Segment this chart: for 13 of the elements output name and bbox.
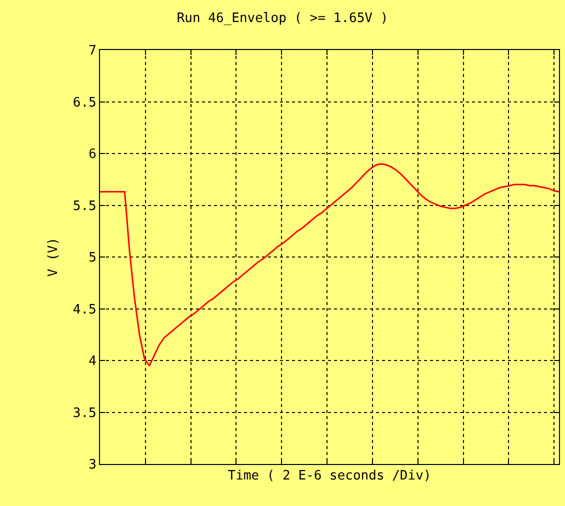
y-tick-label: 4.5: [72, 302, 96, 318]
y-tick-label: 6: [88, 147, 96, 162]
y-tick-label: 7: [88, 44, 96, 59]
y-tick-label: 6.5: [72, 95, 96, 110]
y-tick-label: 5.5: [72, 198, 96, 214]
y-tick-label: 4: [88, 354, 97, 370]
x-axis-title: Time ( 2 E-6 seconds /Div): [228, 468, 432, 484]
line-series: [100, 163, 559, 366]
y-axis-title: V (V): [46, 237, 61, 277]
y-tick-label: 3: [88, 458, 96, 473]
y-tick-label: 3.5: [72, 406, 96, 421]
chart-title: Run 46_Envelop ( >= 1.65V ): [176, 10, 388, 26]
y-tick-label: 5: [88, 250, 96, 266]
